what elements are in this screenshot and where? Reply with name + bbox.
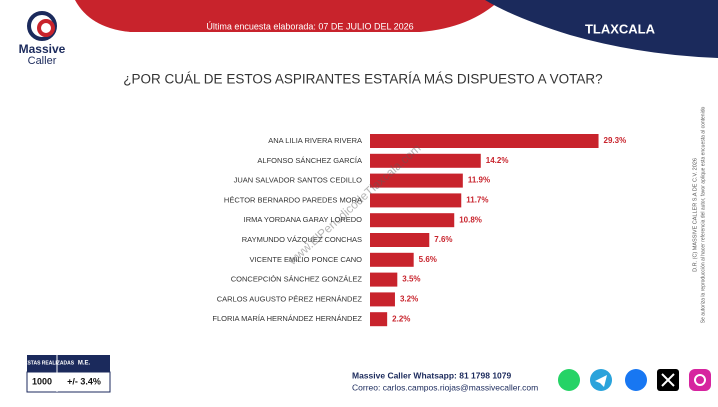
bar	[370, 233, 430, 247]
brand: Massive	[19, 42, 66, 56]
stats-table: ENCUESTAS REALIZADAS M.E. 1000 +/- 3.4%	[10, 355, 111, 393]
category-label: IRMA YORDANA GARAY LOREDO	[244, 215, 363, 224]
category-label: VICENTE EMILIO PONCE CANO	[249, 255, 362, 264]
chart-title: ¿POR CUÁL DE ESTOS ASPIRANTES ESTARÍA MÁ…	[123, 72, 602, 87]
bar	[370, 213, 455, 228]
bar	[370, 153, 481, 168]
category-label: ALFONSO SÁNCHEZ GARCÍA	[257, 156, 362, 165]
social-icons	[558, 369, 711, 391]
table-cell: 1000	[32, 376, 52, 386]
side-note: D.R. (C) MASSIVE CALLER S.A DE C.V. 2026	[692, 158, 698, 272]
bar	[370, 173, 463, 188]
whatsapp: Massive Caller Whatsapp: 81 1798 1079	[352, 370, 511, 380]
state: TLAXCALA	[585, 21, 656, 36]
table-header-cell: ENCUESTAS REALIZADAS	[10, 360, 75, 366]
x-glyph	[661, 373, 675, 387]
value-label: 3.5%	[402, 275, 420, 284]
bar	[370, 252, 414, 267]
category-label: ANA LILIA RIVERA RIVERA	[268, 136, 362, 145]
category-label: HÉCTOR BERNARDO PAREDES MORA	[224, 195, 362, 204]
value-label: 2.2%	[392, 314, 410, 323]
survey-date: Última encuesta elaborada: 07 DE JULIO D…	[206, 21, 413, 31]
logo	[27, 11, 57, 41]
table-row	[26, 371, 111, 393]
bar	[370, 312, 388, 327]
category-label: CARLOS AUGUSTO PÉREZ HERNÁNDEZ	[217, 294, 363, 303]
side-note: Se autoriza la reproducción al hacer ref…	[700, 107, 706, 324]
category-label: JUAN SALVADOR SANTOS CEDILLO	[234, 176, 363, 185]
telegram-glyph	[595, 375, 607, 387]
value-label: 7.6%	[434, 235, 452, 244]
logo-ring	[27, 11, 57, 41]
facebook-icon[interactable]	[625, 369, 647, 391]
table-header	[27, 355, 110, 372]
bar	[370, 292, 395, 307]
table-header-cell: M.E.	[78, 361, 91, 367]
category-label: RAYMUNDO VÁZQUEZ CONCHAS	[242, 235, 362, 244]
value-label: 14.2%	[486, 156, 509, 165]
instagram-icon[interactable]	[689, 369, 711, 391]
category-label: FLORIA MARÍA HERNÁNDEZ HERNÁNDEZ	[212, 314, 362, 323]
logo-ring-inner	[37, 19, 55, 37]
value-label: 5.6%	[419, 255, 437, 264]
email: Correo: carlos.campos.riojas@massivecall…	[352, 382, 538, 392]
bar-chart: ANA LILIA RIVERA RIVERA 29.3% ALFONSO SÁNC…	[212, 134, 627, 327]
value-label: 3.2%	[400, 295, 418, 304]
instagram-glyph	[694, 374, 706, 386]
brand-sub: Caller	[28, 55, 57, 67]
bar	[370, 134, 599, 148]
bar	[370, 272, 398, 287]
category-label: CONCEPCIÓN SÁNCHEZ GONZÁLEZ	[231, 275, 363, 284]
whatsapp-icon[interactable]	[558, 369, 580, 391]
state-banner	[485, 0, 718, 58]
bar	[370, 193, 462, 208]
value-label: 10.8%	[459, 215, 482, 224]
value-label: 29.3%	[604, 136, 627, 145]
value-label: 11.7%	[466, 196, 488, 205]
header-banner	[75, 0, 500, 32]
table-cell: +/- 3.4%	[67, 376, 101, 386]
value-label: 11.9%	[468, 176, 490, 185]
